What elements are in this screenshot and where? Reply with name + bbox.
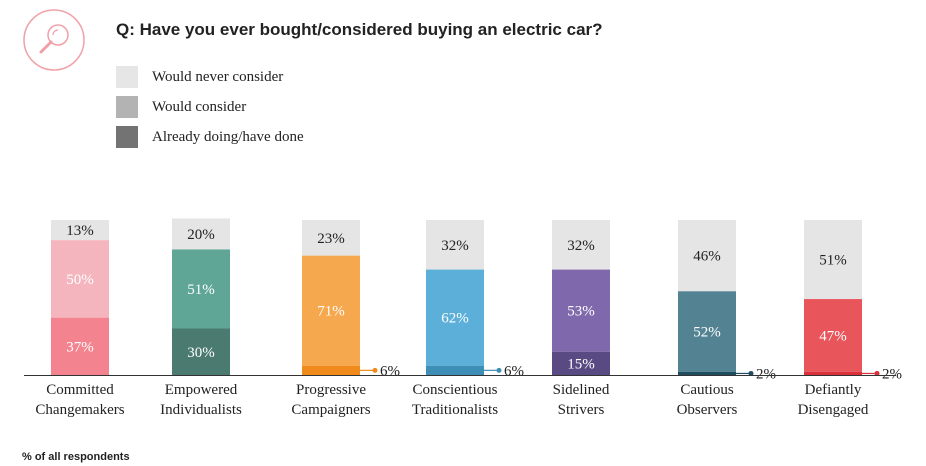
leader-dot (874, 370, 880, 376)
leader-dot (372, 367, 378, 373)
bar-segment-never (804, 220, 862, 300)
bar-segment-done (172, 328, 230, 375)
data-label-done: 37% (66, 339, 94, 355)
data-label-never: 13% (66, 223, 94, 239)
data-label-consider: 47% (819, 328, 847, 344)
legend-swatch-consider (116, 96, 138, 118)
bar-segment-consider (426, 269, 484, 366)
bar-segment-consider (172, 249, 230, 329)
legend-item-done: Already doing/have done (116, 126, 304, 148)
bar-segment-never (426, 220, 484, 270)
legend-swatch-never (116, 66, 138, 88)
data-label-consider: 52% (693, 325, 721, 341)
data-label-done: 2% (756, 366, 776, 382)
bar-segment-done (552, 351, 610, 375)
legend-label-consider: Would consider (152, 98, 247, 115)
data-label-consider: 62% (441, 311, 469, 327)
category-label: Campaigners (291, 402, 370, 418)
data-label-done: 15% (567, 356, 595, 372)
legend-label-done: Already doing/have done (152, 128, 304, 145)
bar-segment-done (678, 371, 736, 375)
bar-segment-never (678, 220, 736, 292)
magnifier-icon (23, 9, 85, 71)
bar-segment-done (804, 371, 862, 375)
category-label: Progressive (296, 382, 366, 398)
category-label: Conscientious (413, 382, 498, 398)
data-label-consider: 51% (187, 282, 215, 298)
bar-segment-consider (302, 255, 360, 366)
legend: Would never consider Would consider Alre… (116, 66, 304, 156)
legend-swatch-done (116, 126, 138, 148)
category-label: Committed (46, 382, 114, 398)
category-label: Sidelined (553, 382, 610, 398)
chart-title: Q: Have you ever bought/considered buyin… (116, 20, 603, 39)
bar-segment-consider (51, 240, 109, 318)
legend-item-consider: Would consider (116, 96, 304, 118)
legend-item-never: Would never consider (116, 66, 304, 88)
category-label: Strivers (558, 402, 605, 418)
footnote: % of all respondents (22, 451, 130, 463)
category-label: Individualists (160, 402, 242, 418)
data-label-never: 23% (317, 231, 345, 247)
data-label-never: 32% (441, 238, 469, 254)
data-label-consider: 71% (317, 304, 345, 320)
bar-segment-consider (552, 269, 610, 352)
bar-segment-never (51, 220, 109, 241)
category-label: Changemakers (35, 402, 124, 418)
data-label-consider: 50% (66, 272, 94, 288)
data-label-consider: 53% (567, 304, 595, 320)
legend-label-never: Would never consider (152, 68, 284, 85)
bar-segment-done (51, 317, 109, 375)
bar-segment-done (426, 365, 484, 375)
bar-segment-never (172, 218, 230, 250)
data-label-done: 6% (380, 363, 400, 379)
category-label: Cautious (680, 382, 733, 398)
bar-segment-never (552, 220, 610, 270)
data-label-never: 51% (819, 253, 847, 269)
leader-dot (748, 370, 754, 376)
bar-segment-consider (804, 299, 862, 372)
category-label: Traditionalists (412, 402, 498, 418)
bar-segment-never (302, 220, 360, 256)
leader-dot (496, 367, 502, 373)
data-label-done: 2% (882, 366, 902, 382)
data-label-never: 32% (567, 238, 595, 254)
data-label-done: 6% (504, 363, 524, 379)
category-label: Observers (677, 402, 738, 418)
bar-segment-done (302, 365, 360, 375)
bar-segment-consider (678, 291, 736, 372)
data-label-never: 20% (187, 227, 215, 243)
category-label: Empowered (165, 382, 238, 398)
category-label: Disengaged (798, 402, 869, 418)
data-label-never: 46% (693, 249, 721, 265)
category-label: Defiantly (805, 382, 862, 398)
data-label-done: 30% (187, 345, 215, 361)
